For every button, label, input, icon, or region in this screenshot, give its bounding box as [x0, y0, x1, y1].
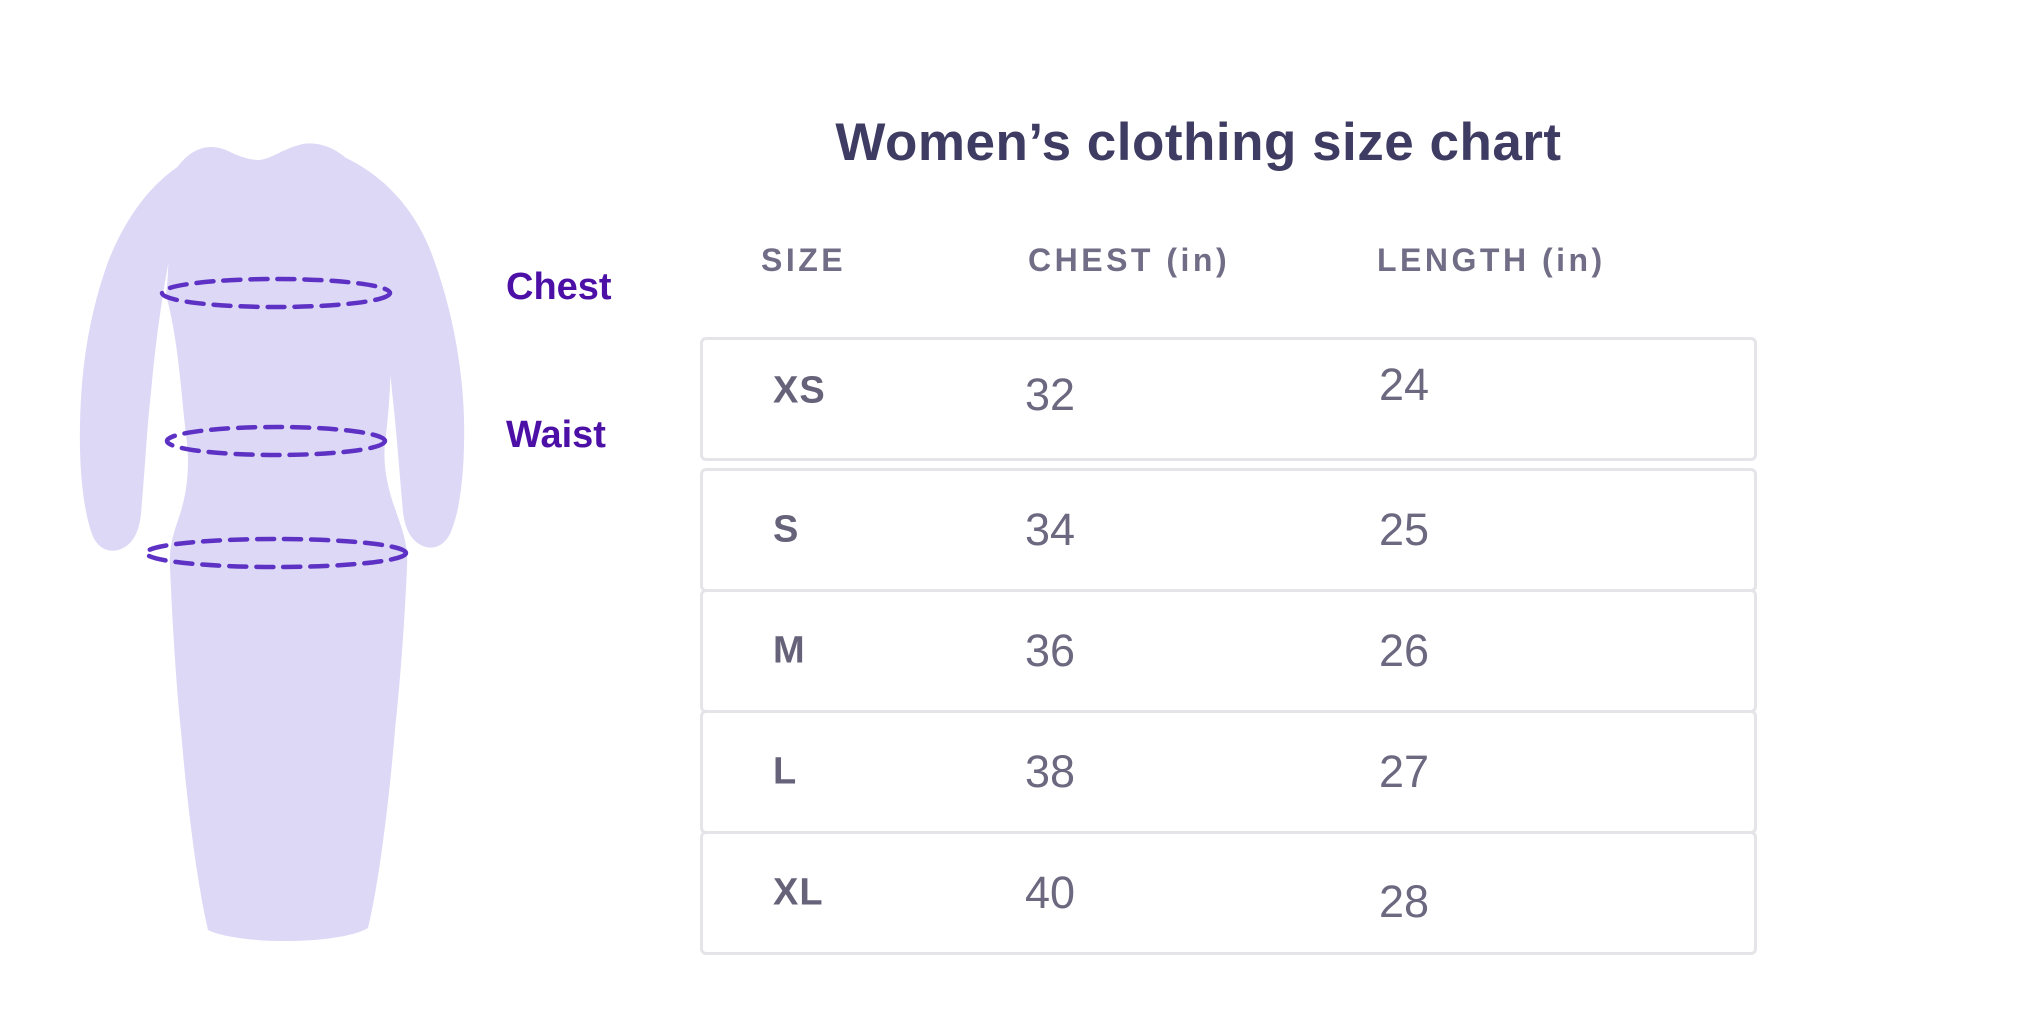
- dress-body: [166, 143, 408, 942]
- length-value: 27: [1379, 746, 1430, 797]
- length-value: 24: [1379, 359, 1430, 410]
- hip-measure-ellipse: [143, 536, 409, 570]
- size-table: XS 32 24 S 34 25 M 36 26 L 38 27 XL 40 2…: [700, 337, 1757, 955]
- size-value: M: [773, 629, 806, 672]
- table-row: M 36 26: [700, 589, 1757, 713]
- chest-value: 36: [1025, 625, 1076, 676]
- column-header-size: SIZE: [761, 242, 847, 278]
- chest-value: 32: [1025, 369, 1076, 420]
- size-value: XL: [773, 871, 824, 914]
- table-row: S 34 25: [700, 468, 1757, 592]
- length-value: 28: [1379, 876, 1430, 927]
- table-row: L 38 27: [700, 710, 1757, 834]
- waist-label: Waist: [506, 414, 606, 456]
- size-value: XS: [773, 369, 826, 412]
- size-value: S: [773, 508, 800, 551]
- length-value: 25: [1379, 504, 1430, 555]
- chest-value: 34: [1025, 504, 1076, 555]
- chest-measure-ellipse: [159, 276, 393, 310]
- column-header-chest: CHEST (in): [1028, 242, 1231, 278]
- waist-measure-ellipse: [164, 424, 388, 458]
- dress-illustration: [79, 143, 465, 942]
- dress-left-sleeve: [79, 150, 215, 551]
- chest-value: 40: [1025, 867, 1076, 918]
- table-row: XL 40 28: [700, 831, 1757, 955]
- page-title: Women’s clothing size chart: [835, 113, 1562, 172]
- chest-label: Chest: [506, 266, 612, 308]
- size-value: L: [773, 750, 798, 793]
- column-header-length: LENGTH (in): [1377, 242, 1606, 278]
- dress-right-sleeve: [308, 146, 465, 548]
- chest-value: 38: [1025, 746, 1076, 797]
- length-value: 26: [1379, 625, 1430, 676]
- table-row: XS 32 24: [700, 337, 1757, 461]
- table-header-row: SIZE CHEST (in) LENGTH (in): [700, 242, 1757, 282]
